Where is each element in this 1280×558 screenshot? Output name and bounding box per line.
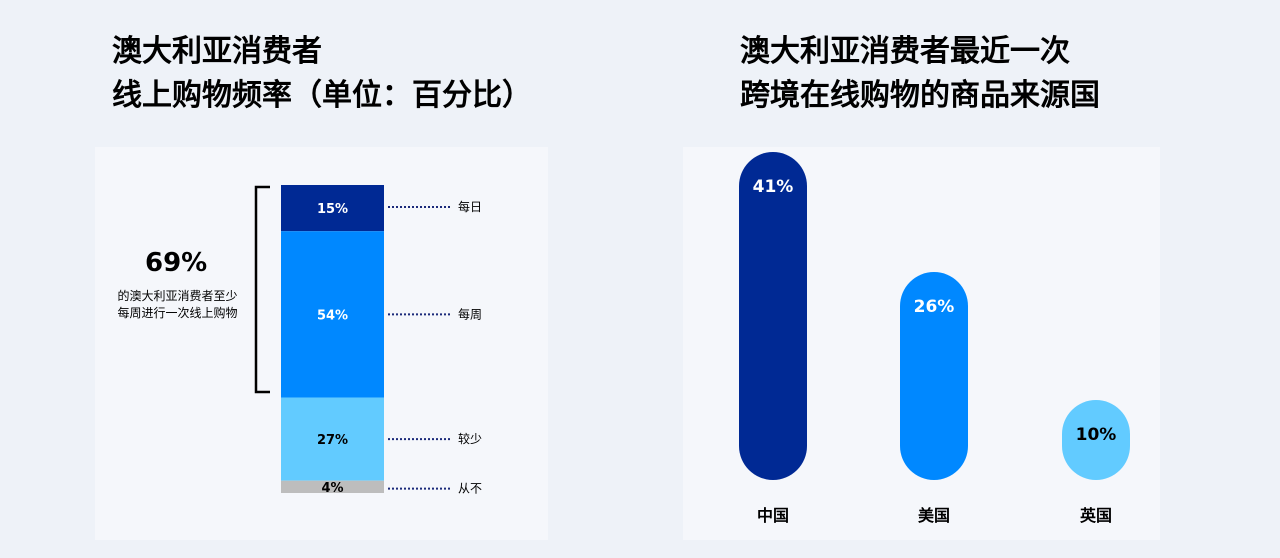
right-title-line-2: 跨境在线购物的商品来源国 [740,78,1100,113]
annotation-text: 的澳大利亚消费者至少 每周进行一次线上购物 [100,288,255,322]
stacked-segment-3 [281,480,384,493]
right-title-line-1: 澳大利亚消费者最近一次 [740,34,1070,69]
bar-value-label: 26% [914,297,955,317]
bar-0 [739,152,807,480]
bar-value-label: 41% [753,177,794,197]
annotation-value: 69% [145,248,208,278]
bracket [254,185,270,394]
annotation-line-1: 的澳大利亚消费者至少 [117,289,238,303]
segment-value-label: 15% [317,202,348,217]
left-chart-title: 澳大利亚消费者 线上购物频率（单位：百分比） [112,30,532,118]
category-label: 每日 [458,199,482,214]
bar-1 [900,272,968,480]
segment-value-label: 54% [317,308,348,323]
segment-value-label: 4% [321,481,343,496]
stacked-segment-0 [281,185,384,232]
category-label: 英国 [1079,506,1112,525]
right-chart-title: 澳大利亚消费者最近一次 跨境在线购物的商品来源国 [740,30,1100,118]
left-title-line-1: 澳大利亚消费者 [112,34,322,69]
stacked-segment-1 [281,231,384,398]
bar-2 [1062,400,1130,480]
category-label: 从不 [458,482,482,496]
category-label: 较少 [458,431,482,446]
category-label: 美国 [918,506,950,525]
category-label: 中国 [757,506,789,525]
left-title-line-2: 线上购物频率（单位：百分比） [112,78,532,113]
stacked-segment-2 [281,397,384,481]
segment-value-label: 27% [317,433,348,448]
annotation-line-2: 每周进行一次线上购物 [117,306,238,320]
category-label: 每周 [458,306,482,321]
bar-value-label: 10% [1076,425,1117,445]
